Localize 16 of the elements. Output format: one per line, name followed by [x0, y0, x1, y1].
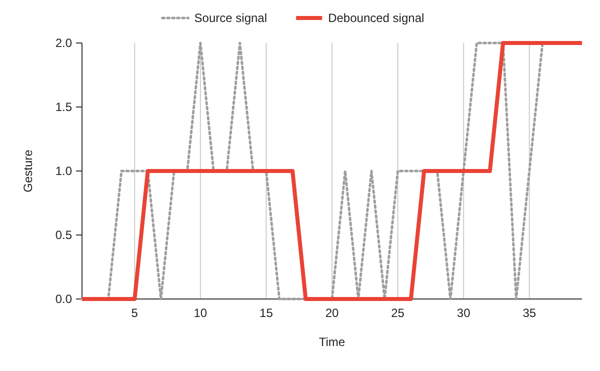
y-tick-label: 2.0: [55, 36, 72, 50]
y-tick-label: 1.5: [55, 100, 72, 114]
x-tick-label: 20: [325, 306, 339, 320]
x-axis-title: Time: [318, 335, 346, 349]
x-tick-label: 10: [194, 306, 208, 320]
legend-label: Debounced signal: [328, 11, 424, 26]
x-tick-label: 25: [391, 306, 405, 320]
y-tick-label: 1.0: [55, 164, 72, 178]
y-tick-label: 0.0: [55, 292, 72, 306]
x-tick-label: 5: [131, 306, 138, 320]
x-tick-label: 15: [260, 306, 274, 320]
legend-label: Source signal: [194, 11, 268, 26]
x-tick-label: 30: [456, 306, 471, 320]
y-tick-label: 0.5: [55, 228, 72, 242]
x-tick-label: 35: [522, 306, 536, 320]
y-axis-title: Gesture: [21, 149, 35, 192]
